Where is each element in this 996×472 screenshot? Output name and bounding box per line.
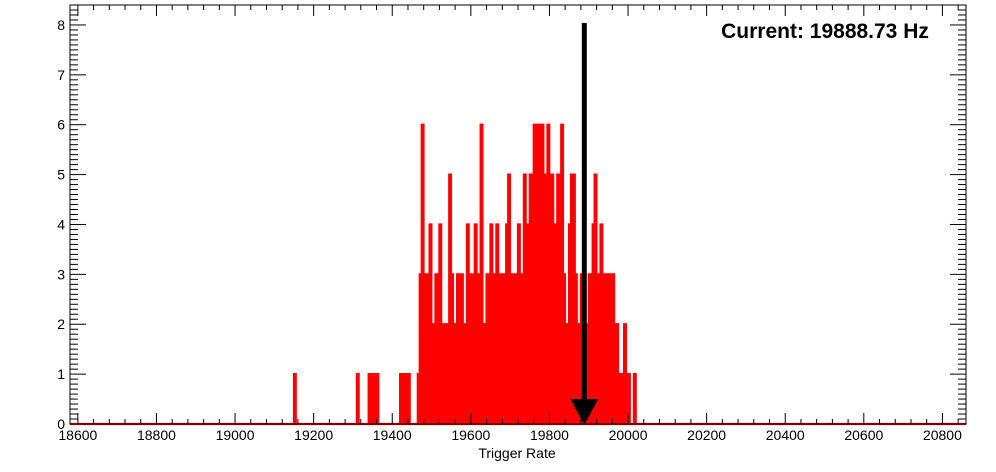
x-axis-title: Trigger Rate: [478, 445, 556, 461]
x-tick-label: 19200: [294, 427, 333, 443]
y-tick-label: 0: [57, 416, 65, 432]
x-tick-label: 20400: [766, 427, 805, 443]
x-tick-label: 19400: [373, 427, 412, 443]
y-tick-label: 2: [57, 316, 65, 332]
current-arrow-head: [570, 399, 599, 425]
y-tick-label: 1: [57, 366, 65, 382]
x-tick-label: 20800: [923, 427, 962, 443]
histogram-outline: [70, 123, 966, 426]
x-tick-label: 18600: [58, 427, 97, 443]
y-tick-label: 3: [57, 266, 65, 282]
x-tick-label: 20000: [609, 427, 648, 443]
x-tick-label: 19000: [216, 427, 255, 443]
x-tick-label: 20600: [844, 427, 883, 443]
current-marker: [570, 22, 599, 425]
x-tick-label: 20200: [687, 427, 726, 443]
histogram-series: [70, 123, 966, 426]
y-tick-label: 8: [57, 17, 65, 33]
y-tick-label: 7: [57, 67, 65, 83]
x-tick-label: 19800: [530, 427, 569, 443]
y-tick-label: 5: [57, 167, 65, 183]
x-tick-label: 19600: [451, 427, 490, 443]
y-axis: 0 1 2 3 4 5 6 7 8: [57, 4, 966, 432]
x-tick-label: 18800: [137, 427, 176, 443]
y-tick-label: 4: [57, 216, 65, 232]
current-rate-label: Current: 19888.73 Hz: [721, 20, 929, 43]
y-tick-label: 6: [57, 117, 65, 133]
x-axis: 18600 18800 19000 19200 19400 19600 19800 20000…: [58, 5, 962, 443]
